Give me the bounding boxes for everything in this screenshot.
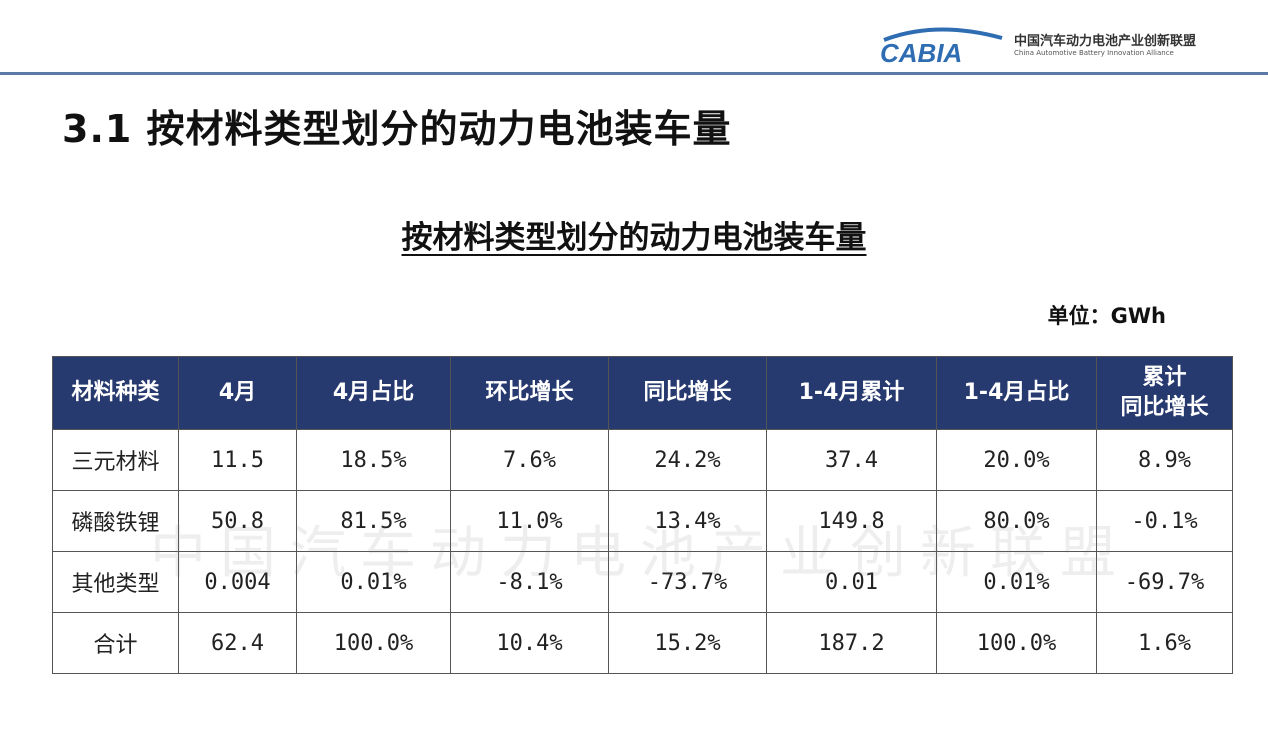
section-title: 3.1 按材料类型划分的动力电池装车量: [62, 107, 732, 151]
table-cell: 1.6%: [1096, 612, 1233, 674]
table-cell: 24.2%: [608, 429, 767, 491]
table-cell: 187.2: [766, 612, 937, 674]
logo-en-name: China Automotive Battery Innovation Alli…: [1014, 49, 1174, 57]
table-cell: 8.9%: [1096, 429, 1233, 491]
table-cell: 20.0%: [936, 429, 1097, 491]
table-cell: 18.5%: [296, 429, 451, 491]
table-cell: 62.4: [178, 612, 297, 674]
table-cell: 100.0%: [936, 612, 1097, 674]
table-header-cell: 4月占比: [296, 356, 451, 430]
table-row: 三元材料 11.5 18.5% 7.6% 24.2% 37.4 20.0% 8.9%: [52, 429, 1233, 491]
table-header-row: 材料种类 4月 4月占比 环比增长 同比增长 1-4月累计 1-4月占比 累计 同比增长: [52, 356, 1233, 430]
row-label-cell: 合计: [52, 612, 179, 674]
unit-label: 单位：GWh: [1047, 304, 1166, 328]
table-cell: 149.8: [766, 490, 937, 552]
row-label-cell: 其他类型: [52, 551, 179, 613]
table-cell: 50.8: [178, 490, 297, 552]
table-row: 其他类型 0.004 0.01% -8.1% -73.7% 0.01 0.01% -69.7%: [52, 551, 1233, 613]
table-cell: 100.0%: [296, 612, 451, 674]
table-cell: 0.01: [766, 551, 937, 613]
alliance-logo: CABIA 中国汽车动力电池产业创新联盟 China Automotive Ba…: [876, 22, 1236, 68]
table-cell: 0.01%: [936, 551, 1097, 613]
cabia-logo-mark: CABIA: [880, 27, 1003, 68]
table-cell: 0.01%: [296, 551, 451, 613]
table-row: 合计 62.4 100.0% 10.4% 15.2% 187.2 100.0% 1.6%: [52, 612, 1233, 674]
table-cell: -73.7%: [608, 551, 767, 613]
table-cell: 11.0%: [450, 490, 609, 552]
table-cell: -69.7%: [1096, 551, 1233, 613]
table-header-cell: 1-4月占比: [936, 356, 1097, 430]
table-header-cell: 累计 同比增长: [1096, 356, 1233, 430]
table-header-cell: 环比增长: [450, 356, 609, 430]
battery-table: 材料种类 4月 4月占比 环比增长 同比增长 1-4月累计 1-4月占比 累计 同比增长 三元…: [52, 356, 1233, 674]
table-cell: 81.5%: [296, 490, 451, 552]
table-cell: 11.5: [178, 429, 297, 491]
table-cell: 7.6%: [450, 429, 609, 491]
table-header-cell: 同比增长: [608, 356, 767, 430]
header-rule: [0, 72, 1268, 75]
table-body: 三元材料 11.5 18.5% 7.6% 24.2% 37.4 20.0% 8.9% 磷酸铁锂 5…: [52, 429, 1233, 674]
table-cell: -0.1%: [1096, 490, 1233, 552]
table-cell: 0.004: [178, 551, 297, 613]
table-cell: 15.2%: [608, 612, 767, 674]
table-title-text: 按材料类型划分的动力电池装车量: [401, 220, 867, 256]
table-cell: 80.0%: [936, 490, 1097, 552]
table-header-cell: 1-4月累计: [766, 356, 937, 430]
table-title: 按材料类型划分的动力电池装车量: [0, 212, 1268, 257]
table-header-cell: 材料种类: [52, 356, 179, 430]
logo-cn-name: 中国汽车动力电池产业创新联盟: [1014, 34, 1197, 49]
row-label-cell: 三元材料: [52, 429, 179, 491]
table-cell: -8.1%: [450, 551, 609, 613]
table-cell: 10.4%: [450, 612, 609, 674]
table-cell: 37.4: [766, 429, 937, 491]
row-label-cell: 磷酸铁锂: [52, 490, 179, 552]
table-header-cell: 4月: [178, 356, 297, 430]
table-cell: 13.4%: [608, 490, 767, 552]
logo-mark-text: CABIA: [880, 38, 962, 68]
table-row: 磷酸铁锂 50.8 81.5% 11.0% 13.4% 149.8 80.0% -0.1%: [52, 490, 1233, 552]
